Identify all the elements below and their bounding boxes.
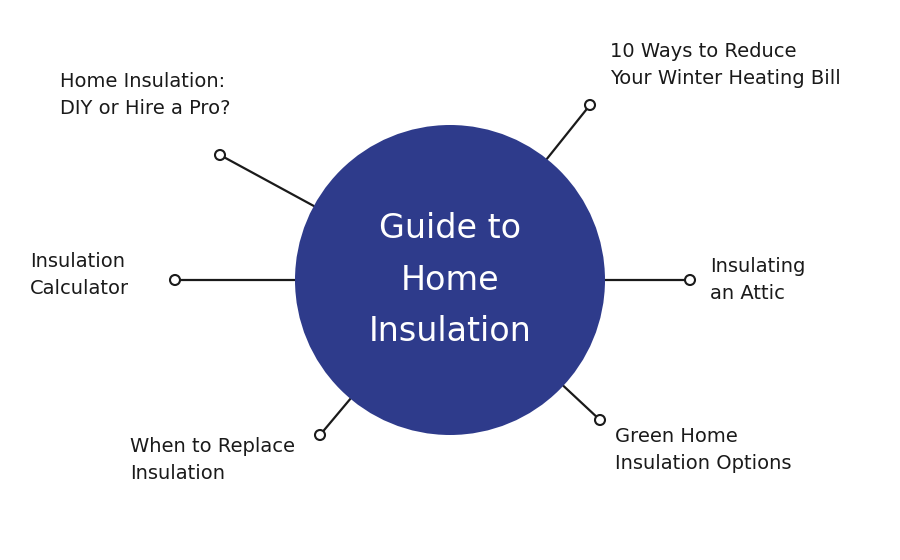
Circle shape [315, 430, 325, 440]
Circle shape [170, 275, 180, 285]
Text: When to Replace
Insulation: When to Replace Insulation [130, 437, 295, 483]
Circle shape [595, 415, 605, 425]
Text: Insulating
an Attic: Insulating an Attic [710, 257, 806, 303]
Circle shape [295, 125, 605, 435]
Text: Insulation
Calculator: Insulation Calculator [30, 252, 129, 298]
Text: Guide to
Home
Insulation: Guide to Home Insulation [369, 212, 531, 348]
Circle shape [215, 150, 225, 160]
Text: Home Insulation:
DIY or Hire a Pro?: Home Insulation: DIY or Hire a Pro? [60, 72, 230, 118]
Text: Green Home
Insulation Options: Green Home Insulation Options [615, 427, 791, 473]
Text: 10 Ways to Reduce
Your Winter Heating Bill: 10 Ways to Reduce Your Winter Heating Bi… [610, 42, 841, 88]
Circle shape [685, 275, 695, 285]
Circle shape [585, 100, 595, 110]
